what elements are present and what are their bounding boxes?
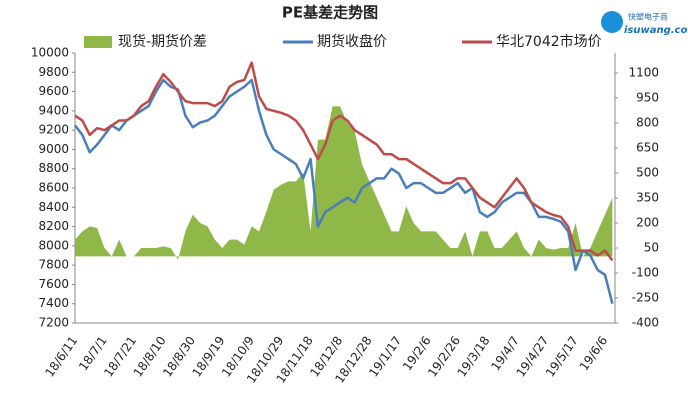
y-tick-label: 7600: [38, 277, 69, 291]
y2-tick-label: -250: [632, 291, 659, 305]
x-tick-label: 19/6/6: [577, 334, 611, 374]
y2-tick-label: 350: [636, 191, 659, 205]
y2-tick-label: 800: [636, 116, 659, 130]
y-tick-label: 8200: [38, 219, 69, 233]
y-tick-label: 9600: [38, 84, 69, 98]
y-tick-label: 7800: [38, 258, 69, 272]
y2-tick-label: -100: [632, 266, 659, 280]
y2-tick-label: 1100: [628, 66, 659, 80]
y2-tick-label: 500: [636, 166, 659, 180]
y-tick-label: 9000: [38, 142, 69, 156]
y-tick-label: 8800: [38, 161, 69, 175]
y-tick-label: 9800: [38, 65, 69, 79]
legend-swatch: [84, 36, 112, 48]
logo-name: 快塑电子商: [628, 12, 668, 22]
y2-tick-label: 200: [636, 216, 659, 230]
y2-tick-label: 950: [636, 91, 659, 105]
y2-tick-label: 650: [636, 141, 659, 155]
y-tick-label: 8400: [38, 200, 69, 214]
legend-label: 华北7042市场价: [496, 33, 602, 50]
price-line: [74, 61, 614, 262]
y-tick-label: 9200: [38, 123, 69, 137]
chart-title: PE基差走势图: [282, 4, 378, 22]
legend-label: 期货收盘价: [317, 33, 387, 50]
y2-tick-label: -400: [632, 316, 659, 330]
y-tick-label: 8000: [38, 238, 69, 252]
logo-icon: [601, 11, 623, 33]
legend-label: 现货-期货价差: [118, 33, 207, 50]
y-tick-label: 7400: [38, 296, 69, 310]
y-tick-label: 10000: [31, 46, 69, 60]
y-tick-label: 7200: [38, 316, 69, 330]
legend: 现货-期货价差 期货收盘价 华北7042市场价: [84, 33, 602, 50]
y-tick-label: 8600: [38, 181, 69, 195]
logo-site: isuwang.com: [624, 25, 688, 36]
x-tick-label: 18/6/11: [42, 334, 80, 380]
basis-area: [75, 106, 613, 260]
y2-tick-label: 50: [644, 241, 659, 255]
price-line: [74, 78, 614, 305]
y-tick-label: 9400: [38, 103, 69, 117]
